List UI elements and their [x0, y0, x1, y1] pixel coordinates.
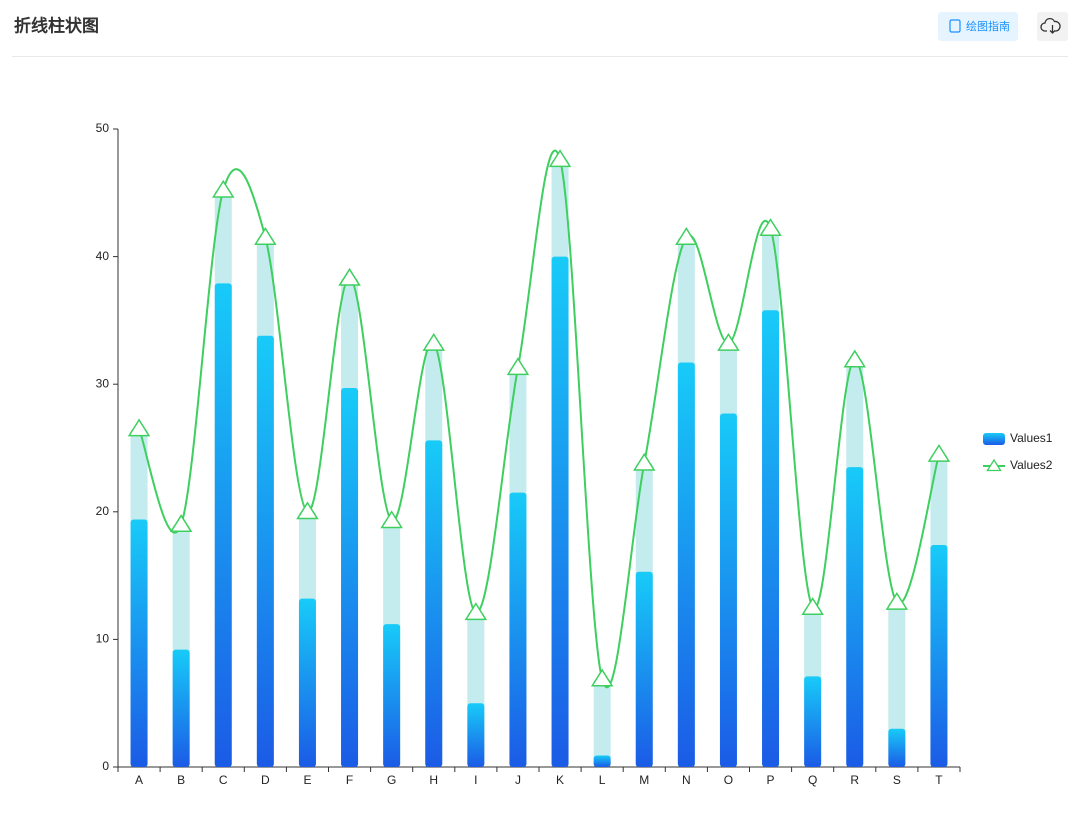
bar [888, 728, 906, 767]
line [138, 149, 940, 689]
x-tick-label: L [599, 773, 606, 787]
bar [551, 256, 569, 767]
line-marker [927, 443, 951, 462]
line-marker [885, 591, 909, 610]
line-marker [296, 501, 319, 520]
line-marker [380, 510, 403, 529]
x-tick-label: C [219, 773, 228, 787]
legend-label: Values1 [1010, 431, 1053, 445]
line-marker [632, 452, 656, 471]
bar [804, 676, 822, 767]
x-tick-label: F [346, 773, 353, 787]
line-marker [801, 597, 824, 615]
x-tick-label: R [850, 773, 859, 787]
x-tick-label: S [893, 773, 901, 787]
y-tick-label: 0 [102, 759, 109, 773]
y-tick-label: 50 [96, 121, 110, 135]
line-marker [843, 349, 867, 368]
bar [846, 467, 864, 767]
bar [762, 310, 780, 767]
x-tick-label: J [515, 773, 521, 787]
line-marker [422, 332, 446, 351]
line-marker [590, 668, 614, 687]
y-tick-label: 40 [96, 249, 110, 263]
bar [172, 649, 190, 767]
legend-swatch [983, 433, 1005, 445]
line-marker [506, 357, 530, 376]
x-tick-label: O [724, 773, 733, 787]
x-tick-label: E [303, 773, 311, 787]
bar [719, 413, 737, 767]
bar [341, 388, 359, 767]
legend-marker [986, 458, 1002, 472]
x-tick-label: M [639, 773, 649, 787]
background-bar [888, 602, 906, 767]
y-tick-label: 20 [96, 504, 110, 518]
line-marker [169, 514, 193, 533]
x-tick-label: I [474, 773, 477, 787]
x-tick-label: N [682, 773, 691, 787]
line-marker [548, 149, 572, 168]
download-button[interactable] [1037, 12, 1068, 41]
line-marker [675, 227, 698, 245]
guide-button-label[interactable]: 绘图指南 [966, 19, 1010, 33]
background-bar [593, 678, 611, 767]
line-marker [717, 332, 740, 351]
guide-button[interactable]: 绘图指南 [938, 12, 1018, 41]
x-tick-label: A [135, 773, 143, 787]
x-tick-label: G [387, 773, 396, 787]
x-tick-label: B [177, 773, 185, 787]
line-marker [338, 267, 361, 286]
x-tick-label: K [556, 773, 564, 787]
chart: 0 10 20 30 40 50 A B C D E F G H I J K L M N O P Q R S T Values1 Va… [96, 121, 1053, 787]
line-marker [464, 602, 488, 621]
guide-button-bg[interactable] [938, 12, 1018, 41]
bar [256, 335, 274, 767]
line-marker [127, 418, 151, 437]
bar [298, 598, 316, 767]
x-tick-label: T [935, 773, 943, 787]
bar [930, 544, 948, 767]
bar [677, 362, 695, 767]
bar [509, 492, 527, 767]
legend-label: Values2 [1010, 458, 1053, 472]
x-tick-label: H [429, 773, 438, 787]
bar [593, 755, 611, 767]
line-marker [211, 179, 235, 198]
bar [130, 519, 148, 767]
x-tick-label: D [261, 773, 270, 787]
download-icon [1040, 17, 1061, 34]
guide-icon [949, 19, 961, 33]
bar [425, 440, 443, 767]
bar [635, 571, 653, 767]
bar [214, 283, 232, 767]
page-title: 折线柱状图 [14, 15, 99, 35]
y-tick-label: 30 [96, 376, 110, 390]
x-tick-label: P [767, 773, 775, 787]
bar [467, 703, 485, 767]
bar [383, 624, 401, 767]
x-tick-label: Q [808, 773, 817, 787]
line-marker [254, 227, 277, 245]
y-tick-label: 10 [96, 632, 110, 646]
line-marker [759, 218, 782, 237]
